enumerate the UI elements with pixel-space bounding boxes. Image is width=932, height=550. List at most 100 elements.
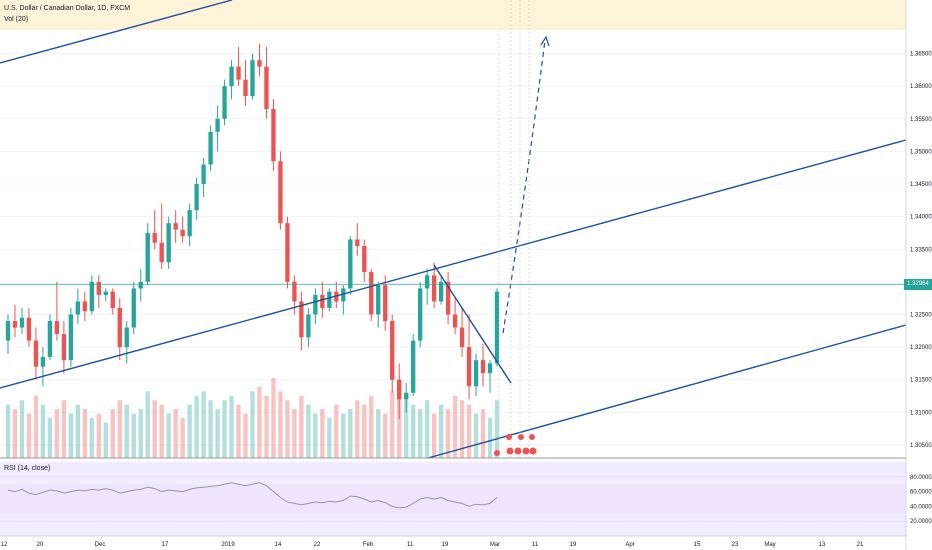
candle <box>215 118 220 132</box>
candle <box>40 356 46 367</box>
volume-legend[interactable]: Vol (20) <box>4 16 29 23</box>
volume-bar <box>236 404 241 458</box>
candle <box>348 239 353 289</box>
volume-bar <box>47 418 53 458</box>
time-tick-label: 15 <box>694 542 701 548</box>
candle <box>362 246 367 273</box>
time-tick-label: 21 <box>857 542 864 548</box>
candle <box>271 109 276 162</box>
event-flag-icon[interactable] <box>522 447 530 455</box>
trend-lines[interactable] <box>0 0 907 459</box>
volume-bar <box>33 395 39 458</box>
volume-bar <box>187 404 192 458</box>
lower-channel-line[interactable] <box>427 324 907 459</box>
event-flag-icon[interactable] <box>494 450 500 456</box>
volume-bar <box>40 404 46 458</box>
candle <box>68 314 74 361</box>
volume-bar <box>292 409 297 458</box>
time-tick-label: Apr <box>625 542 634 548</box>
header-band <box>0 0 906 30</box>
projection-path[interactable] <box>502 39 546 334</box>
time-tick-label: Mar <box>490 542 500 548</box>
candle <box>494 291 500 364</box>
candle <box>236 66 241 80</box>
volume-bar <box>424 400 430 458</box>
middle-channel-line[interactable] <box>0 139 907 389</box>
volume-bar <box>313 413 318 458</box>
candle <box>480 360 486 374</box>
candle <box>47 321 53 357</box>
time-tick-label: Dec <box>95 542 106 548</box>
candle <box>33 340 39 367</box>
volume-bar <box>411 404 416 458</box>
volume-bar <box>299 395 304 458</box>
rsi-line <box>7 482 498 509</box>
price-axis[interactable]: 1.36500 1.36000 1.35500 1.35000 1.34500 1.340… <box>910 52 932 449</box>
candle <box>173 223 178 230</box>
symbol-title[interactable]: U.S. Dollar / Canadian Dollar, 1D, FXCM <box>4 5 131 12</box>
candle <box>180 229 185 237</box>
event-flag-icon[interactable] <box>518 434 524 440</box>
time-tick-label: 13 <box>819 542 826 548</box>
candle <box>250 60 255 96</box>
candle <box>438 281 444 302</box>
volume-bar <box>166 413 171 458</box>
volume-bar <box>480 409 486 458</box>
upper-channel-line[interactable] <box>0 0 233 64</box>
descending-trend-line[interactable] <box>433 264 512 384</box>
candle <box>82 301 88 312</box>
time-tick-label: 17 <box>162 542 169 548</box>
candle <box>201 164 206 185</box>
event-flag-icon[interactable] <box>529 447 537 455</box>
time-tick-label: Feb <box>363 542 374 548</box>
volume-bar <box>355 400 360 458</box>
time-tick-label: 23 <box>732 542 739 548</box>
volume-bar <box>5 404 11 458</box>
candle <box>417 288 423 341</box>
volume-bar <box>278 391 283 458</box>
candle <box>208 131 213 165</box>
volume-bar <box>438 404 444 458</box>
price-tick-label: 1.31500 <box>910 378 932 384</box>
time-axis[interactable]: 12 20 Dec 17 2019 14 22 Feb 11 19 Mar 11 19 Apr 15 23 Ma… <box>1 542 864 548</box>
volume-bar <box>390 391 395 458</box>
candle <box>54 321 60 335</box>
volume-bar <box>383 413 388 458</box>
rsi-legend[interactable]: RSI (14, close) <box>4 465 51 472</box>
rsi-axis[interactable]: 80.0000 60.0000 40.0000 20.0000 <box>910 475 932 525</box>
candle <box>411 340 416 393</box>
event-flag-icon[interactable] <box>506 434 512 440</box>
candlestick-series <box>5 43 500 419</box>
volume-bar <box>341 413 346 458</box>
rsi-tick-label: 60.0000 <box>910 490 932 496</box>
candle <box>12 321 18 328</box>
volume-bar <box>26 413 32 458</box>
event-flag-icon[interactable] <box>514 447 522 455</box>
candle <box>445 281 451 315</box>
candle <box>264 66 269 110</box>
candle <box>299 301 304 338</box>
candle <box>145 232 150 282</box>
event-flag-icon[interactable] <box>506 447 514 455</box>
event-flag-icons[interactable] <box>494 434 537 456</box>
rsi-tick-label: 80.0000 <box>910 475 932 481</box>
volume-bar <box>75 404 81 458</box>
last-price-tag: 1.32964 <box>904 278 932 290</box>
event-flag-icon[interactable] <box>529 434 535 440</box>
candle <box>431 275 437 302</box>
time-tick-label: 19 <box>442 542 449 548</box>
volume-bar <box>131 413 136 458</box>
time-tick-label: 11 <box>407 542 414 548</box>
candle <box>103 291 108 295</box>
candle <box>320 294 325 308</box>
candle <box>89 281 94 312</box>
volume-bar <box>194 395 199 458</box>
volume-bar <box>103 422 108 458</box>
volume-bar <box>138 409 143 458</box>
volume-bar <box>173 409 178 458</box>
time-tick-label: 12 <box>1 542 8 548</box>
volume-bar <box>82 409 88 458</box>
candle <box>459 327 465 348</box>
